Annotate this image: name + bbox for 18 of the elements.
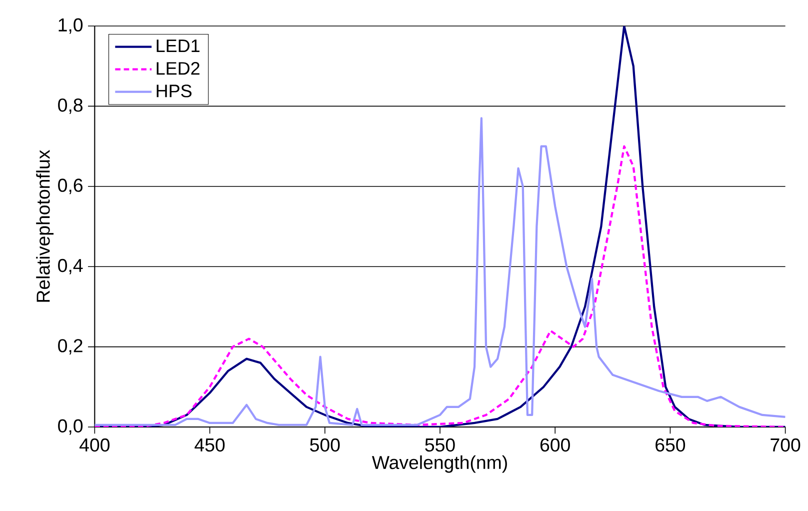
x-tick-label: 400 bbox=[80, 438, 110, 452]
x-tick-label: 500 bbox=[310, 438, 340, 452]
x-tick-label: 600 bbox=[540, 438, 570, 452]
y-tick-label: 0,2 bbox=[58, 339, 82, 354]
legend-label: LED2 bbox=[156, 62, 200, 75]
x-tick-label: 650 bbox=[656, 438, 686, 452]
x-tick-label: 450 bbox=[194, 438, 225, 452]
x-tick-label: 700 bbox=[770, 438, 800, 452]
y-axis-title: Relativephotonflux bbox=[36, 150, 54, 302]
y-tick-label: 0,0 bbox=[58, 419, 83, 435]
x-tick-label: 550 bbox=[425, 438, 455, 452]
x-axis-title: Wavelength(nm) bbox=[372, 455, 507, 473]
y-tick-label: 1,0 bbox=[58, 18, 83, 34]
y-tick-label: 0,4 bbox=[58, 258, 83, 274]
y-tick-label: 0,6 bbox=[58, 178, 82, 194]
legend-label: HPS bbox=[156, 84, 192, 98]
legend-label: LED1 bbox=[156, 40, 200, 52]
y-tick-label: 0,8 bbox=[58, 98, 82, 114]
